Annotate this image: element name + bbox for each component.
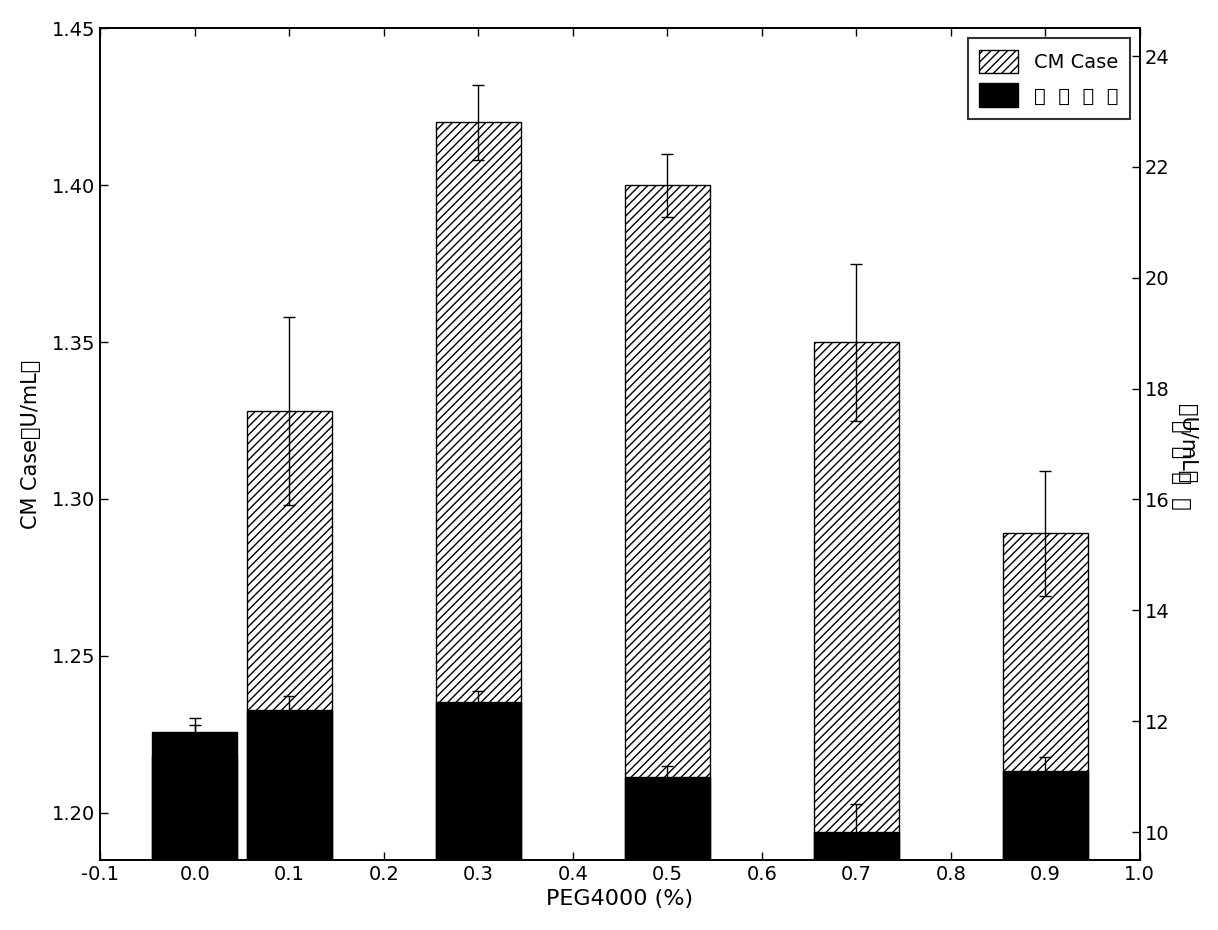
Y-axis label: CM Case（U/mL）: CM Case（U/mL）	[21, 359, 41, 528]
Bar	[814, 832, 899, 930]
Bar	[436, 123, 521, 930]
Bar	[247, 711, 331, 930]
Bar	[247, 411, 331, 930]
Bar	[625, 185, 710, 930]
Legend: CM Case, 木  职  糖  醂: CM Case, 木 职 糖 醂	[968, 38, 1130, 118]
Bar	[814, 342, 899, 930]
Bar	[625, 777, 710, 930]
Text: 木  聚  糖  酶: 木 聚 糖 酶	[1172, 420, 1191, 510]
Y-axis label: （U/mL）: （U/mL）	[1177, 405, 1197, 484]
Bar	[152, 756, 238, 930]
Bar	[1002, 534, 1088, 930]
Bar	[152, 732, 238, 930]
Bar	[1002, 771, 1088, 930]
Bar	[436, 702, 521, 930]
X-axis label: PEG4000 (%): PEG4000 (%)	[547, 889, 693, 910]
